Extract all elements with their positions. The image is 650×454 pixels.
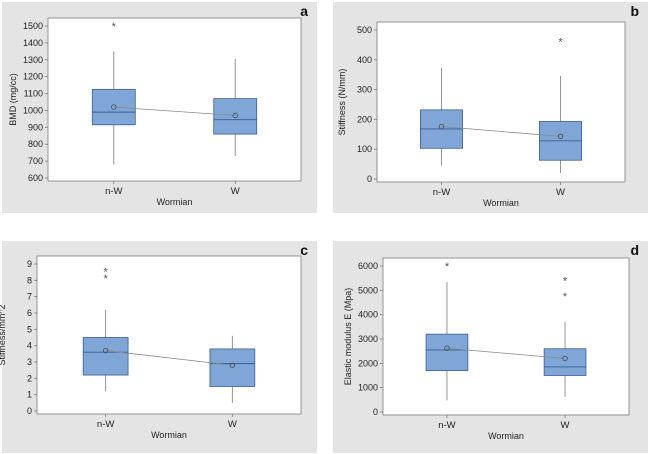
y-tick-label: 1100 [24, 89, 43, 99]
y-tick-label: 3 [27, 357, 32, 367]
mean-connector-line [441, 126, 561, 137]
y-tick-label: 3000 [358, 334, 378, 344]
outlier-point: * [558, 36, 563, 48]
panel-letter: a [300, 3, 308, 19]
y-tick-label: 100 [357, 144, 372, 154]
y-tick-label: 2 [27, 373, 32, 383]
plot-area [36, 255, 302, 415]
y-tick-label: 0 [367, 174, 372, 184]
y-tick-label: 4000 [358, 310, 378, 320]
mean-connector-line [446, 347, 566, 359]
plot-area [382, 257, 630, 416]
chart-panel-a: 600 700 800 900 1000 1100 1200 1300 1400 1500 BMD … [2, 2, 317, 213]
chart-panel-d: 0 1000 2000 3000 4000 5000 6000 Elastic modulus… [333, 241, 648, 453]
x-axis-label: Wormian [151, 430, 187, 440]
y-tick-label: 800 [28, 139, 43, 149]
mean-point [229, 362, 236, 368]
panel-letter: b [630, 3, 639, 19]
y-tick-label: 1400 [23, 38, 43, 48]
panel-letter: c [300, 242, 308, 258]
mean-point [232, 112, 238, 119]
y-axis-label: Stiffness (N/mm) [337, 69, 347, 136]
x-tick-label: W [228, 419, 237, 430]
mean-connector-line [113, 106, 236, 116]
x-axis-label: Wormian [157, 197, 193, 207]
y-tick-label: 700 [28, 156, 43, 166]
x-tick-label: W [561, 420, 570, 431]
mean-point [562, 355, 568, 362]
y-tick-label: 1000 [358, 383, 378, 393]
x-tick-label: W [231, 186, 240, 197]
mean-point [111, 104, 117, 110]
chart-panel-b: 0 100 200 300 400 500 Stiffness (N/mm) Wormian b… [333, 2, 648, 213]
y-tick-label: 1000 [23, 105, 43, 115]
y-tick-label: 600 [28, 173, 43, 183]
y-tick-label: 2000 [358, 358, 378, 368]
y-tick-label: 900 [28, 122, 43, 132]
outlier-point: * [112, 21, 117, 33]
iqr-box [543, 348, 587, 376]
y-axis-label: Elastic modulus E (Mpa) [343, 288, 353, 386]
mean-connector-line [105, 350, 233, 366]
y-tick-label: 400 [357, 55, 372, 65]
outlier-point: * [103, 273, 108, 285]
x-tick-label: n-W [97, 419, 114, 430]
iqr-box [213, 98, 258, 135]
y-tick-label: 1200 [23, 72, 43, 82]
chart-panel-c: 0 1 2 3 4 5 6 7 8 9 Stiffness/mm^2 Wormian c ** n-W W [0, 241, 317, 453]
x-tick-label: W [556, 187, 565, 198]
y-tick-label: 1300 [23, 55, 43, 65]
y-tick-label: 9 [27, 259, 32, 269]
plot-area [47, 17, 302, 182]
x-tick-label: n-W [438, 420, 455, 431]
mean-point [438, 123, 445, 130]
y-tick-label: 6000 [358, 261, 378, 271]
box-n-W: * [425, 261, 469, 401]
y-tick-label: 5 [27, 324, 32, 334]
y-tick-label: 300 [357, 85, 372, 95]
plot-area [376, 21, 626, 183]
x-axis-label: Wormian [483, 198, 519, 208]
outlier-point: * [563, 291, 568, 303]
y-tick-label: 5000 [358, 285, 378, 295]
y-tick-label: 6 [27, 308, 32, 318]
y-tick-label: 8 [27, 275, 32, 285]
panel-letter: d [630, 242, 639, 258]
y-tick-label: 0 [373, 407, 378, 417]
y-tick-label: 200 [357, 114, 372, 124]
outlier-point: * [103, 267, 108, 279]
outlier-point: * [445, 261, 450, 273]
box-W: * [539, 36, 583, 174]
box-W [213, 58, 258, 157]
iqr-box [82, 337, 129, 376]
y-axis-label: Stiffness/mm^2 [0, 304, 7, 365]
y-axis-label: BMD (mg/cc) [8, 73, 18, 126]
mean-point [444, 345, 450, 351]
box-W: ** [543, 275, 587, 397]
mean-point [557, 133, 564, 140]
y-tick-label: 500 [357, 25, 372, 35]
y-tick-label: 4 [27, 341, 32, 351]
mean-point [102, 347, 109, 354]
y-tick-label: 1500 [23, 21, 43, 31]
y-tick-label: 1 [27, 390, 32, 400]
y-tick-label: 0 [27, 406, 32, 416]
x-tick-label: n-W [105, 186, 122, 197]
x-axis-label: Wormian [488, 431, 524, 441]
y-tick-label: 7 [27, 292, 32, 302]
x-tick-label: n-W [433, 187, 450, 198]
iqr-box [425, 333, 469, 372]
outlier-point: * [563, 275, 568, 287]
